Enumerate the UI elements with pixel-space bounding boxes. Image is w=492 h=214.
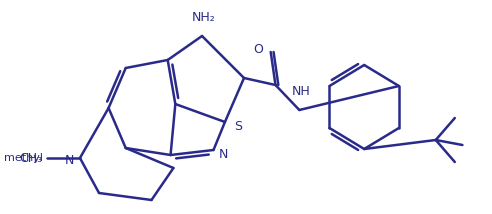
Text: NH₂: NH₂	[192, 11, 216, 24]
Text: methyl: methyl	[4, 153, 43, 163]
Text: N: N	[65, 155, 74, 168]
Text: S: S	[235, 119, 243, 132]
Text: NH: NH	[292, 85, 310, 98]
Text: O: O	[253, 43, 263, 55]
Text: N: N	[219, 147, 229, 160]
Text: CH₃: CH₃	[20, 152, 43, 165]
